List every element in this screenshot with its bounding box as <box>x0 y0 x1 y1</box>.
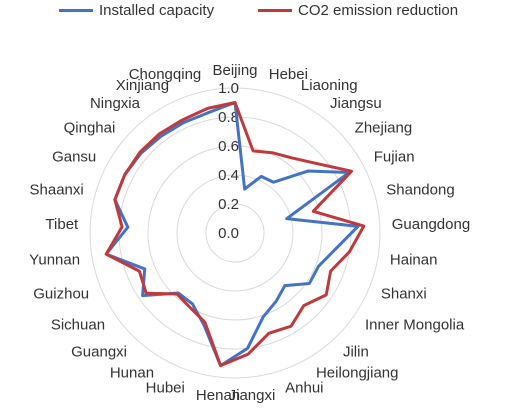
category-label: Shaanxi <box>30 181 84 198</box>
legend-swatch-installed <box>59 9 93 12</box>
category-label: Inner Mongolia <box>365 316 465 333</box>
category-label: Jiangsu <box>330 95 382 112</box>
category-label: Hubei <box>146 379 185 396</box>
legend-label-installed: Installed capacity <box>99 2 215 19</box>
tick-label: 0.2 <box>218 196 239 213</box>
category-label: Gansu <box>52 149 96 166</box>
category-label: Sichuan <box>51 316 105 333</box>
category-label: Xinjiang <box>116 77 169 94</box>
category-label: Yunnan <box>29 251 80 268</box>
category-label: Henan <box>196 387 240 404</box>
category-label: Hebei <box>269 66 308 83</box>
tick-label: 0.4 <box>218 167 239 184</box>
tick-label: 1.0 <box>218 80 239 97</box>
legend-item-installed: Installed capacity <box>59 2 214 19</box>
category-label: Heilongjiang <box>316 365 399 382</box>
category-label: Guizhou <box>33 285 89 302</box>
category-label: Tibet <box>45 216 79 233</box>
category-label: Shanxi <box>381 285 427 302</box>
tick-label: 0.6 <box>218 138 239 155</box>
category-label: Ningxia <box>90 95 141 112</box>
legend: Installed capacity CO2 emission reductio… <box>0 0 532 26</box>
category-label: Zhejiang <box>355 119 413 136</box>
category-label: Jilin <box>343 343 369 360</box>
tick-label: 0.8 <box>218 109 239 126</box>
category-label: Jiangxi <box>229 387 276 404</box>
category-label: Chongqing <box>129 66 202 83</box>
grid-ring <box>205 203 265 263</box>
category-label: Liaoning <box>301 77 358 94</box>
series-line-co2 <box>104 101 366 368</box>
grid-ring <box>89 87 381 379</box>
category-label: Anhui <box>285 379 323 396</box>
category-label: Fujian <box>374 149 415 166</box>
tick-label: 0.0 <box>218 225 239 242</box>
grid-ring <box>176 174 294 292</box>
category-label: Hainan <box>390 251 438 268</box>
category-label: Beijing <box>212 62 257 79</box>
category-label: Shandong <box>386 181 454 198</box>
category-label: Hunan <box>110 365 154 382</box>
category-label: Qinghai <box>64 119 116 136</box>
legend-label-co2: CO2 emission reduction <box>298 2 459 19</box>
category-label: Guangxi <box>71 343 127 360</box>
legend-swatch-co2 <box>258 9 292 12</box>
legend-item-co2: CO2 emission reduction <box>258 2 458 19</box>
grid-ring <box>147 145 323 321</box>
category-label: Guangdong <box>392 216 470 233</box>
